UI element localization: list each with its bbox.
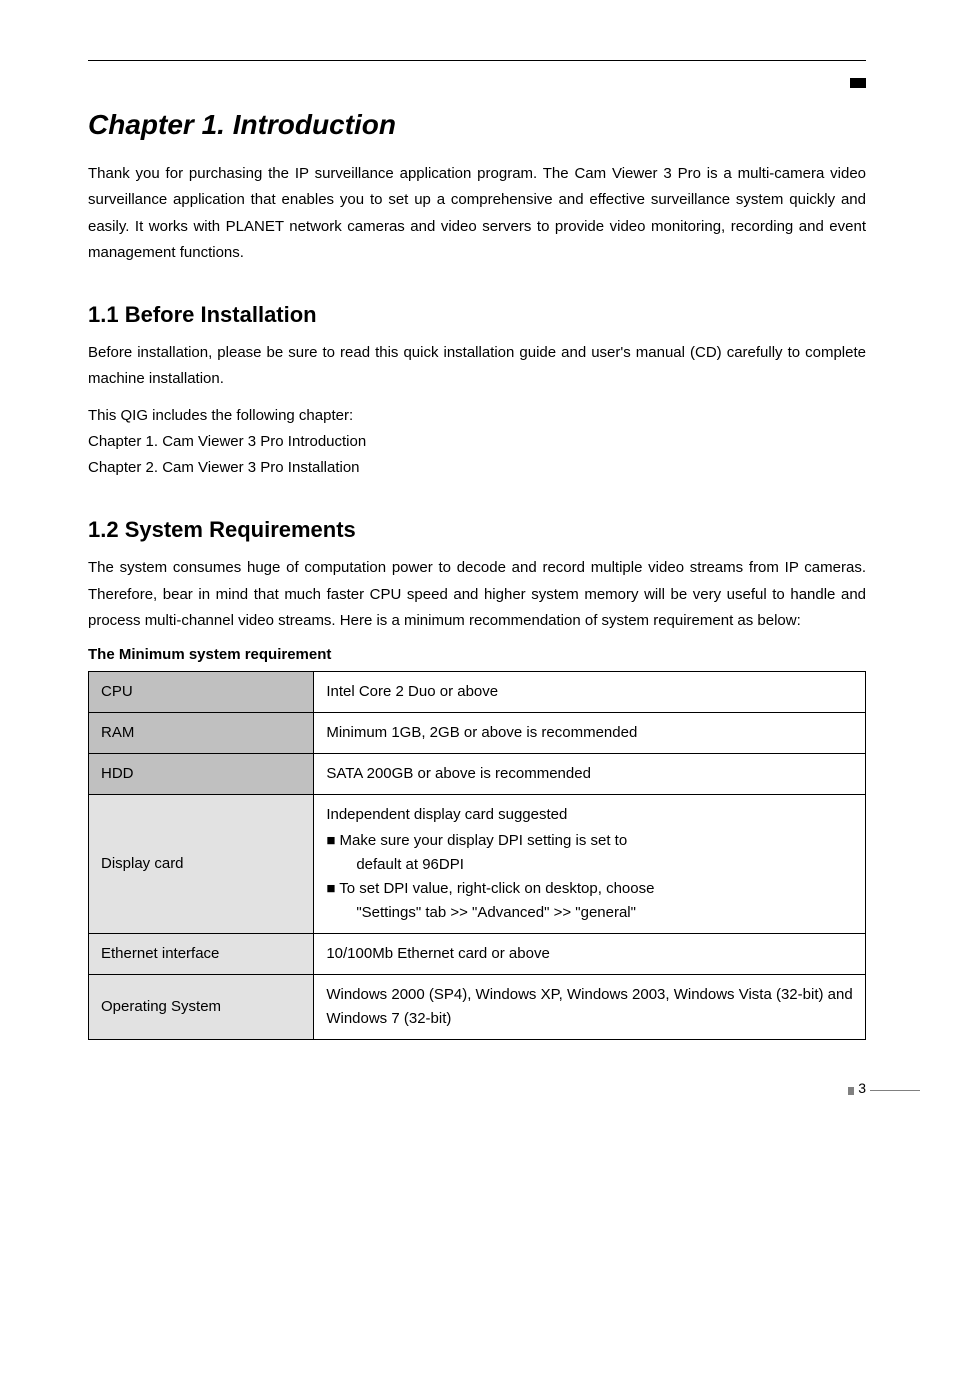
- display-line: Independent display card suggested: [326, 803, 853, 827]
- footer-tick: [848, 1087, 854, 1095]
- section-2-title: 1.2 System Requirements: [88, 517, 866, 543]
- cell-label: CPU: [89, 672, 314, 713]
- page-footer: 3: [88, 1080, 866, 1110]
- display-bullet-cont: default at 96DPI: [326, 853, 853, 877]
- cell-value: Independent display card suggested ■ Mak…: [314, 795, 866, 934]
- cell-value: Windows 2000 (SP4), Windows XP, Windows …: [314, 975, 866, 1040]
- cell-value: SATA 200GB or above is recommended: [314, 754, 866, 795]
- display-bullet-cont: "Settings" tab >> "Advanced" >> "general…: [326, 901, 853, 925]
- cell-label: Ethernet interface: [89, 934, 314, 975]
- display-bullet: ■ To set DPI value, right-click on deskt…: [326, 877, 853, 901]
- section-1-p4: Chapter 2. Cam Viewer 3 Pro Installation: [88, 455, 866, 481]
- table-title: The Minimum system requirement: [88, 646, 866, 663]
- section-1-p2: This QIG includes the following chapter:: [88, 403, 866, 429]
- cell-value: Intel Core 2 Duo or above: [314, 672, 866, 713]
- cell-label: Operating System: [89, 975, 314, 1040]
- table-row: Operating System Windows 2000 (SP4), Win…: [89, 975, 866, 1040]
- chapter-intro: Thank you for purchasing the IP surveill…: [88, 161, 866, 266]
- table-row: CPU Intel Core 2 Duo or above: [89, 672, 866, 713]
- chapter-title: Chapter 1. Introduction: [88, 109, 866, 141]
- table-row: HDD SATA 200GB or above is recommended: [89, 754, 866, 795]
- section-1-p1: Before installation, please be sure to r…: [88, 340, 866, 393]
- cell-value: 10/100Mb Ethernet card or above: [314, 934, 866, 975]
- table-row: RAM Minimum 1GB, 2GB or above is recomme…: [89, 713, 866, 754]
- table-row: Display card Independent display card su…: [89, 795, 866, 934]
- footer-bar: [870, 1090, 920, 1091]
- cell-label: HDD: [89, 754, 314, 795]
- cell-label: Display card: [89, 795, 314, 934]
- section-2-p1: The system consumes huge of computation …: [88, 555, 866, 634]
- cell-label: RAM: [89, 713, 314, 754]
- section-1-p3: Chapter 1. Cam Viewer 3 Pro Introduction: [88, 429, 866, 455]
- section-1-title: 1.1 Before Installation: [88, 302, 866, 328]
- corner-marker: [850, 78, 866, 88]
- cell-value: Minimum 1GB, 2GB or above is recommended: [314, 713, 866, 754]
- table-row: Ethernet interface 10/100Mb Ethernet car…: [89, 934, 866, 975]
- page-number: 3: [858, 1080, 866, 1096]
- requirements-table: CPU Intel Core 2 Duo or above RAM Minimu…: [88, 671, 866, 1040]
- top-rule: [88, 60, 866, 61]
- display-bullet: ■ Make sure your display DPI setting is …: [326, 829, 853, 853]
